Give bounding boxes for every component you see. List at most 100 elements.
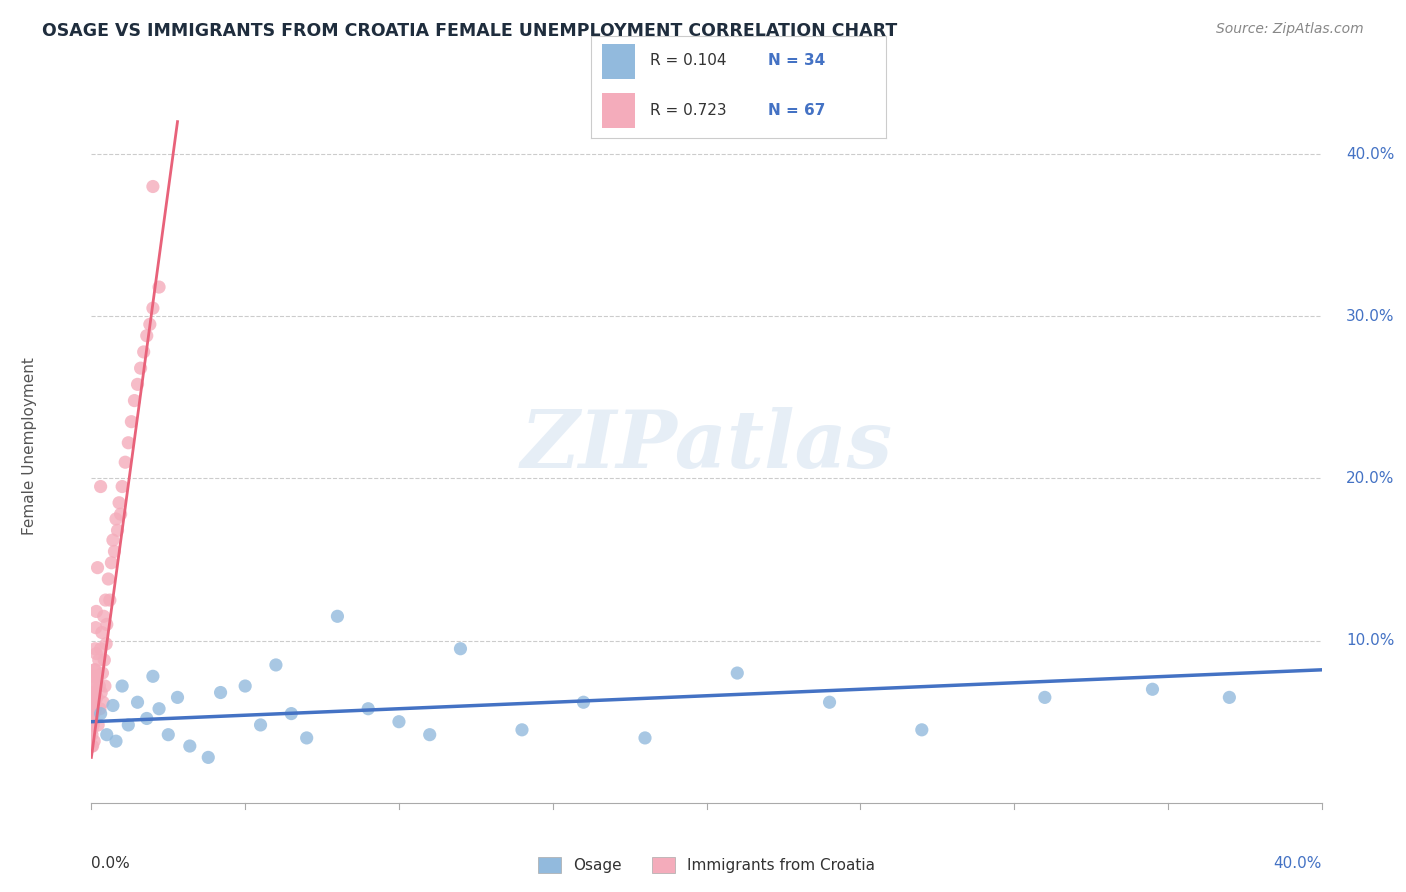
Point — [127, 377, 149, 392]
Point — [101, 698, 124, 713]
Point — [83, 685, 105, 699]
Point — [87, 653, 110, 667]
Point — [148, 702, 170, 716]
Point — [326, 609, 349, 624]
Point — [572, 695, 595, 709]
Point — [139, 318, 162, 332]
Point — [510, 723, 533, 737]
Point — [94, 679, 117, 693]
Point — [91, 695, 114, 709]
Point — [179, 739, 201, 753]
Text: R = 0.723: R = 0.723 — [650, 103, 725, 118]
Point — [148, 280, 170, 294]
Text: Source: ZipAtlas.com: Source: ZipAtlas.com — [1216, 22, 1364, 37]
Point — [82, 739, 104, 753]
Point — [82, 718, 104, 732]
Legend: Osage, Immigrants from Croatia: Osage, Immigrants from Croatia — [530, 849, 883, 880]
Point — [82, 718, 104, 732]
Point — [89, 702, 111, 716]
Point — [90, 641, 112, 656]
Text: N = 67: N = 67 — [768, 103, 825, 118]
Point — [129, 361, 152, 376]
Point — [84, 641, 107, 656]
Point — [82, 702, 104, 716]
Point — [84, 663, 107, 677]
Point — [83, 706, 105, 721]
Point — [142, 669, 165, 683]
Point — [1033, 690, 1056, 705]
Point — [89, 679, 111, 693]
Point — [127, 695, 149, 709]
Point — [93, 653, 115, 667]
Point — [93, 609, 115, 624]
Text: N = 34: N = 34 — [768, 53, 825, 68]
Point — [90, 685, 112, 699]
Point — [84, 621, 107, 635]
Point — [388, 714, 411, 729]
Point — [90, 625, 112, 640]
Text: ZIPatlas: ZIPatlas — [520, 408, 893, 484]
Point — [135, 711, 157, 725]
Point — [105, 512, 127, 526]
Bar — [602, 44, 636, 78]
Point — [135, 328, 157, 343]
Point — [97, 572, 120, 586]
Point — [86, 604, 108, 618]
Point — [87, 718, 110, 732]
Point — [110, 507, 132, 521]
Point — [91, 666, 114, 681]
Point — [96, 637, 117, 651]
Point — [83, 663, 105, 677]
Point — [101, 533, 124, 547]
Point — [449, 641, 471, 656]
Point — [264, 657, 287, 672]
Point — [82, 679, 104, 693]
Point — [911, 723, 934, 737]
Point — [96, 728, 118, 742]
Point — [86, 690, 108, 705]
Point — [86, 647, 108, 661]
Point — [117, 718, 139, 732]
Point — [82, 690, 104, 705]
Point — [124, 393, 146, 408]
Point — [80, 728, 103, 742]
Point — [357, 702, 380, 716]
Point — [166, 690, 188, 705]
Bar — [602, 93, 636, 128]
Text: 0.0%: 0.0% — [91, 856, 131, 871]
Point — [233, 679, 256, 693]
Text: 20.0%: 20.0% — [1347, 471, 1395, 486]
Point — [80, 739, 103, 753]
Point — [209, 685, 232, 699]
Text: 10.0%: 10.0% — [1347, 633, 1395, 648]
Point — [82, 702, 104, 716]
Point — [80, 706, 103, 721]
Point — [98, 593, 121, 607]
Text: 30.0%: 30.0% — [1347, 309, 1395, 324]
Point — [103, 544, 125, 558]
Point — [197, 750, 219, 764]
Point — [1142, 682, 1164, 697]
Point — [120, 415, 142, 429]
Point — [1218, 690, 1240, 705]
Point — [249, 718, 271, 732]
Point — [107, 524, 129, 538]
Point — [80, 723, 103, 737]
Point — [419, 728, 441, 742]
Point — [84, 702, 107, 716]
Point — [280, 706, 302, 721]
Point — [83, 734, 105, 748]
Point — [83, 669, 105, 683]
Text: OSAGE VS IMMIGRANTS FROM CROATIA FEMALE UNEMPLOYMENT CORRELATION CHART: OSAGE VS IMMIGRANTS FROM CROATIA FEMALE … — [42, 22, 897, 40]
Point — [100, 556, 122, 570]
Point — [90, 706, 112, 721]
Point — [114, 455, 136, 469]
Text: 40.0%: 40.0% — [1274, 856, 1322, 871]
Point — [83, 674, 105, 689]
Point — [94, 593, 117, 607]
Text: 40.0%: 40.0% — [1347, 146, 1395, 161]
Point — [105, 734, 127, 748]
Point — [108, 496, 131, 510]
Point — [83, 685, 105, 699]
Point — [111, 479, 134, 493]
